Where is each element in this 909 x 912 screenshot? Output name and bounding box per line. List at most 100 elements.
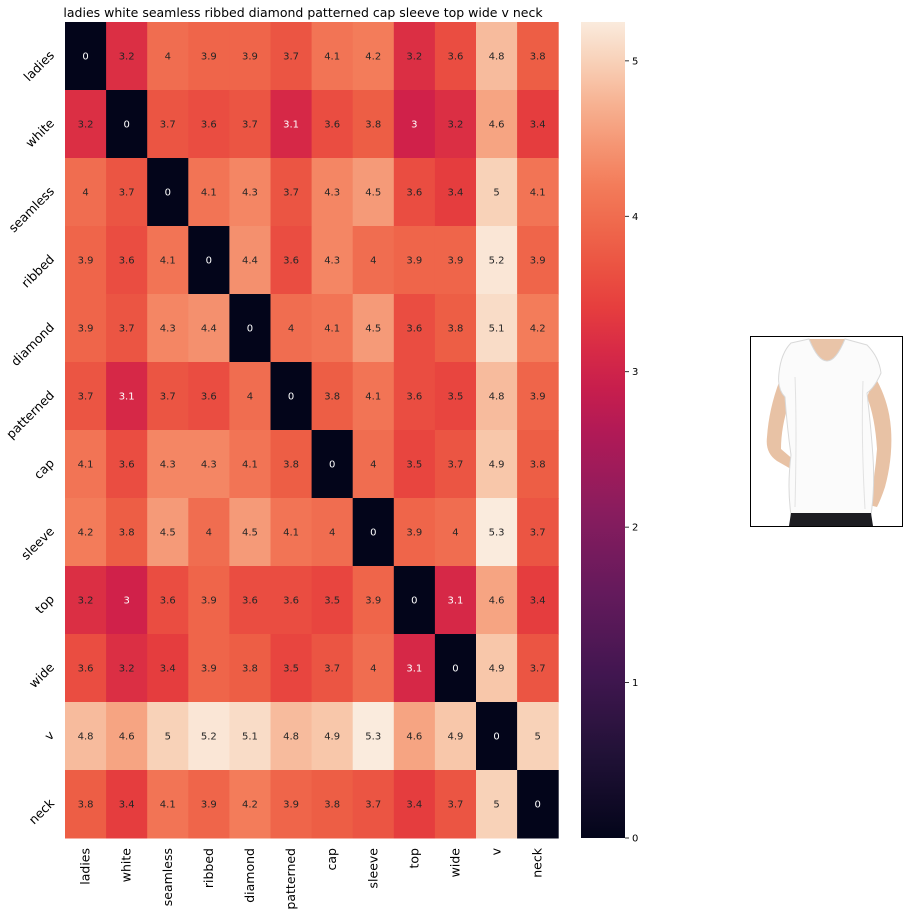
cell-value-label: 3.7 bbox=[160, 392, 176, 403]
cell-value-label: 4.4 bbox=[242, 256, 258, 267]
cell-value-label: 3.9 bbox=[242, 52, 258, 63]
y-tick-label: wide bbox=[26, 659, 58, 691]
cell-value-label: 0 bbox=[165, 188, 171, 199]
y-tick-label: neck bbox=[25, 795, 57, 827]
cell-value-label: 4.1 bbox=[160, 256, 176, 267]
cell-value-label: 0 bbox=[493, 732, 499, 743]
heatmap-cell bbox=[352, 430, 395, 499]
cell-value-label: 3.7 bbox=[160, 120, 176, 131]
heatmap-cell bbox=[517, 362, 559, 431]
cell-value-label: 3.5 bbox=[283, 664, 299, 675]
cell-value-label: 4 bbox=[370, 256, 376, 267]
y-tick-label: diamond bbox=[8, 320, 57, 369]
heatmap-cell bbox=[229, 498, 271, 567]
heatmap-cell bbox=[476, 226, 518, 295]
heatmap-cell bbox=[65, 158, 107, 227]
colorbar-tick-label: 0 bbox=[632, 834, 638, 845]
heatmap-cell bbox=[270, 294, 313, 363]
x-tick-label: white bbox=[119, 848, 134, 883]
cell-value-label: 4.9 bbox=[324, 732, 340, 743]
cell-value-label: 3.7 bbox=[365, 800, 381, 811]
heatmap-cell bbox=[476, 566, 518, 635]
cell-value-label: 4.4 bbox=[201, 324, 217, 335]
cell-value-label: 3.2 bbox=[119, 664, 135, 675]
y-tick-label: seamless bbox=[5, 184, 57, 236]
colorbar-ticks: 0 1 2 3 4 5 bbox=[625, 56, 638, 845]
cell-value-label: 0 bbox=[329, 460, 335, 471]
cell-value-label: 3.8 bbox=[283, 460, 299, 471]
heatmap-cell bbox=[229, 90, 271, 159]
cell-value-label: 3.7 bbox=[324, 664, 340, 675]
cell-value-label: 4.2 bbox=[242, 800, 258, 811]
heatmap-cell bbox=[352, 226, 395, 295]
cell-value-label: 5.3 bbox=[365, 732, 381, 743]
cell-value-label: 3.7 bbox=[119, 188, 135, 199]
cell-value-label: 4.3 bbox=[242, 188, 258, 199]
heatmap-cell bbox=[229, 22, 271, 91]
heatmap-cell bbox=[517, 226, 559, 295]
cell-value-label: 3.9 bbox=[201, 52, 217, 63]
heatmap-cell bbox=[352, 22, 395, 91]
x-tick-label: patterned bbox=[283, 848, 298, 910]
cell-value-label: 3.2 bbox=[78, 120, 94, 131]
colorbar-tick-label: 2 bbox=[632, 523, 638, 534]
cell-value-label: 5 bbox=[493, 800, 499, 811]
heatmap-cell bbox=[517, 158, 559, 227]
heatmap-cell bbox=[517, 702, 559, 771]
heatmap-cell bbox=[434, 294, 477, 363]
cell-value-label: 0 bbox=[82, 52, 88, 63]
heatmap-cell bbox=[106, 294, 148, 363]
heatmap-cell bbox=[270, 430, 313, 499]
x-tick-label: neck bbox=[530, 847, 545, 877]
cell-value-label: 4 bbox=[370, 664, 376, 675]
cell-value-label: 4.2 bbox=[78, 528, 94, 539]
cell-value-label: 3.8 bbox=[324, 392, 340, 403]
heatmap-cell bbox=[352, 702, 395, 771]
heatmap-cell bbox=[434, 498, 477, 567]
heatmap-cell bbox=[106, 362, 148, 431]
y-tick-label: patterned bbox=[3, 388, 57, 442]
heatmap-cell bbox=[476, 158, 518, 227]
cell-value-label: 3.1 bbox=[283, 120, 299, 131]
heatmap-cell bbox=[106, 770, 148, 839]
heatmap-cell bbox=[434, 22, 477, 91]
cell-value-label: 3.6 bbox=[201, 392, 217, 403]
heatmap-cell bbox=[65, 770, 107, 839]
cell-value-label: 4.1 bbox=[160, 800, 176, 811]
heatmap-cell bbox=[188, 226, 230, 295]
cell-value-label: 3.7 bbox=[530, 664, 546, 675]
y-tick-label: cap bbox=[31, 455, 58, 482]
cell-value-label: 3.9 bbox=[406, 528, 422, 539]
cell-value-label: 4.5 bbox=[242, 528, 258, 539]
cell-value-label: 3.9 bbox=[365, 596, 381, 607]
cell-value-label: 4.1 bbox=[530, 188, 546, 199]
cell-value-label: 0 bbox=[288, 392, 294, 403]
heatmap-cell bbox=[311, 362, 354, 431]
heatmap-cell bbox=[393, 498, 436, 567]
cell-value-label: 4.2 bbox=[530, 324, 546, 335]
cell-value-label: 3.6 bbox=[119, 460, 135, 471]
cell-value-label: 3.8 bbox=[324, 800, 340, 811]
cell-value-label: 4.1 bbox=[78, 460, 94, 471]
heatmap-cell bbox=[393, 566, 436, 635]
heatmap-cell bbox=[65, 22, 107, 91]
cell-value-label: 3.4 bbox=[447, 188, 463, 199]
heatmap-cell bbox=[476, 430, 518, 499]
x-tick-label: wide bbox=[447, 848, 462, 878]
cell-value-label: 4.2 bbox=[365, 52, 381, 63]
heatmap-cell bbox=[352, 498, 395, 567]
heatmap-cell bbox=[352, 770, 395, 839]
cell-value-label: 3.6 bbox=[242, 596, 258, 607]
cell-value-label: 5.1 bbox=[242, 732, 258, 743]
heatmap-cell bbox=[311, 566, 354, 635]
heatmap-cell bbox=[65, 294, 107, 363]
cell-value-label: 5.2 bbox=[489, 256, 505, 267]
heatmap-cell bbox=[270, 90, 313, 159]
cell-value-label: 3.4 bbox=[406, 800, 422, 811]
cell-value-label: 3.8 bbox=[530, 52, 546, 63]
cell-value-label: 4.1 bbox=[242, 460, 258, 471]
heatmap-cell bbox=[270, 770, 313, 839]
cell-value-label: 3.6 bbox=[406, 392, 422, 403]
y-tick-label: ribbed bbox=[18, 252, 57, 291]
cell-value-label: 4 bbox=[165, 52, 171, 63]
